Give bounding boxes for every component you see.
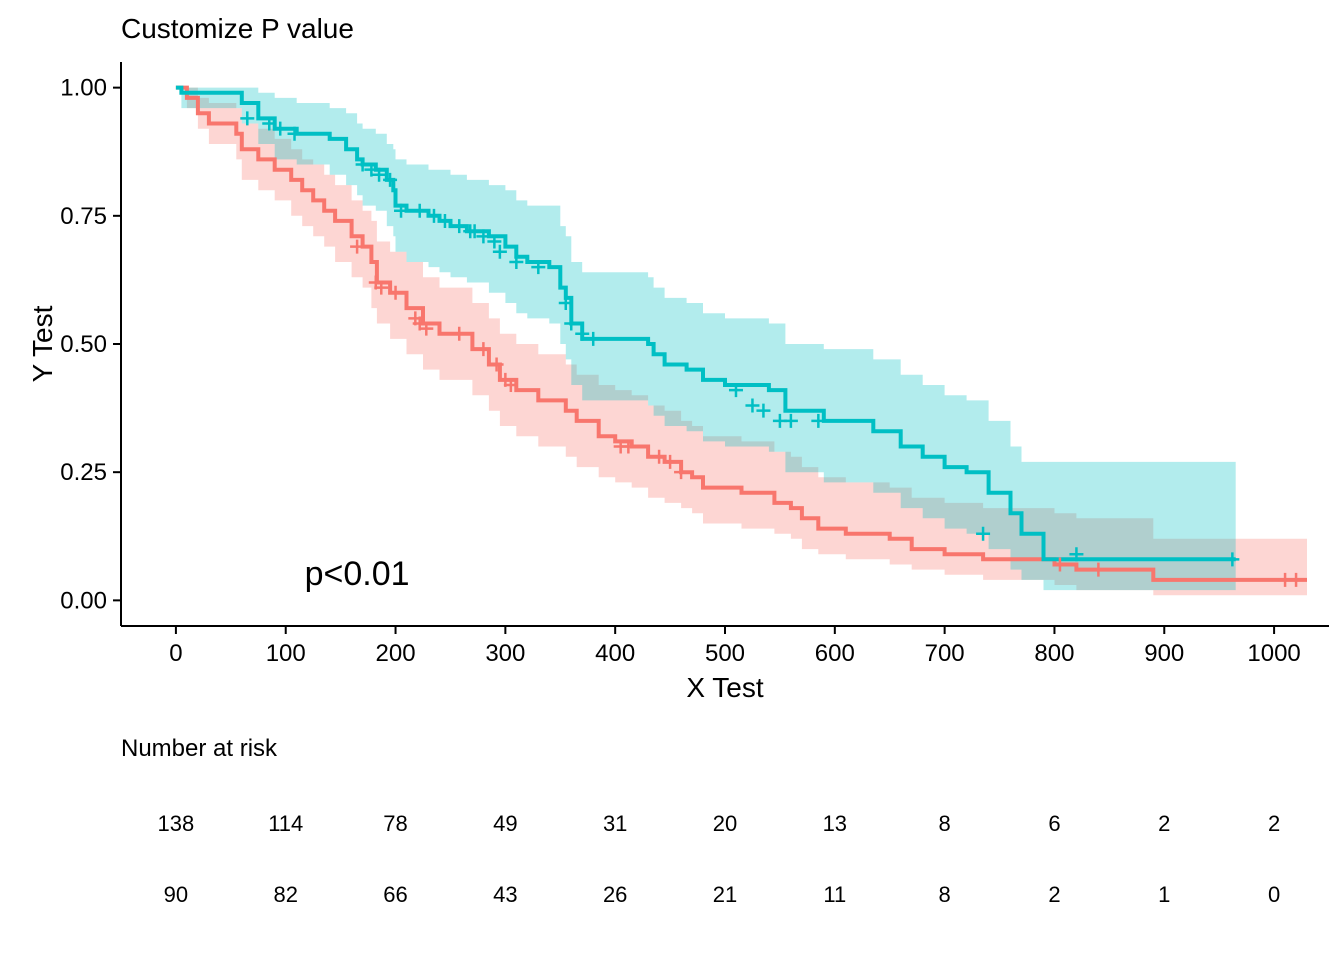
censor-mark <box>558 295 573 310</box>
censor-mark <box>437 213 452 228</box>
censor-mark <box>487 234 502 249</box>
censor-mark <box>372 167 387 182</box>
censor-mark <box>976 526 991 541</box>
risk-count: 21 <box>713 882 737 907</box>
survival-curve-1 <box>175 85 1307 582</box>
risk-count: 49 <box>493 811 517 836</box>
chart-title: Customize P value <box>121 13 354 44</box>
censor-mark <box>509 254 524 269</box>
risk-count: 90 <box>164 882 188 907</box>
x-tick-label: 1000 <box>1247 640 1300 667</box>
x-tick-label: 0 <box>169 640 182 667</box>
y-tick-label: 0.00 <box>60 587 107 614</box>
censor-mark <box>262 116 277 131</box>
risk-count: 2 <box>1268 811 1280 836</box>
censor-mark <box>663 454 678 469</box>
censor-mark <box>426 208 441 223</box>
censor-mark <box>383 172 398 187</box>
confidence-band-2 <box>175 87 1236 591</box>
censor-mark <box>531 260 546 275</box>
risk-count: 66 <box>383 882 407 907</box>
censor-mark <box>652 449 667 464</box>
risk-count: 11 <box>823 882 846 907</box>
risk-count: 8 <box>939 811 951 836</box>
y-tick-label: 0.25 <box>60 459 107 486</box>
x-tick-label: 900 <box>1144 640 1184 667</box>
censor-mark <box>240 111 255 126</box>
risk-count: 2 <box>1048 882 1060 907</box>
risk-count: 43 <box>493 882 517 907</box>
x-tick-label: 400 <box>595 640 635 667</box>
y-tick-label: 0.50 <box>60 331 107 358</box>
x-tick-label: 100 <box>266 640 306 667</box>
censor-mark <box>452 219 467 234</box>
risk-count: 31 <box>603 811 627 836</box>
p-value-annotation: p<0.01 <box>305 555 410 593</box>
censor-mark <box>364 162 379 177</box>
risk-count: 8 <box>939 882 951 907</box>
risk-count: 6 <box>1048 811 1060 836</box>
survival-curve-2 <box>175 85 1236 562</box>
censor-mark <box>1052 557 1067 572</box>
x-tick-label: 800 <box>1034 640 1074 667</box>
censor-mark <box>783 413 798 428</box>
risk-count: 78 <box>383 811 407 836</box>
censor-mark <box>575 326 590 341</box>
plot-area: 0 100 200 300 400 500 600 700 800 900 1000 0.00 0.25… <box>60 62 1329 667</box>
censor-mark <box>355 157 370 172</box>
risk-count: 114 <box>268 811 303 836</box>
risk-table: 138 114 78 49 31 20 13 8 6 2 290 82 66 43 26 21 11 8 2 1 0 <box>158 811 1281 907</box>
censor-mark <box>811 413 826 428</box>
risk-count: 2 <box>1158 811 1170 836</box>
censor-mark <box>1069 547 1084 562</box>
risk-count: 82 <box>273 882 297 907</box>
x-tick-label: 200 <box>376 640 416 667</box>
censor-mark <box>756 403 771 418</box>
risk-count: 13 <box>823 811 847 836</box>
risk-count: 1 <box>1158 882 1170 907</box>
censor-mark <box>388 285 403 300</box>
censor-mark <box>476 342 491 357</box>
censor-mark <box>287 126 302 141</box>
censor-mark <box>394 203 409 218</box>
risk-count: 138 <box>158 811 195 836</box>
risk-table-title: Number at risk <box>121 735 278 762</box>
censor-mark <box>1289 572 1304 587</box>
censor-mark <box>452 326 467 341</box>
y-tick-label: 1.00 <box>60 75 107 102</box>
censor-mark <box>273 121 288 136</box>
censor-mark <box>467 224 482 239</box>
censor-mark <box>564 316 579 331</box>
risk-count: 0 <box>1268 882 1280 907</box>
censor-mark <box>492 244 507 259</box>
censor-mark <box>745 398 760 413</box>
x-tick-label: 300 <box>485 640 525 667</box>
censor-mark <box>1091 562 1106 577</box>
censor-mark <box>489 357 504 372</box>
censor-mark <box>1225 552 1240 567</box>
censor-mark <box>503 378 518 393</box>
censor-mark <box>621 439 636 454</box>
x-tick-label: 600 <box>815 640 855 667</box>
censor-mark <box>350 239 365 254</box>
y-axis-label: Y Test <box>27 305 58 382</box>
risk-count: 20 <box>713 811 737 836</box>
y-tick-label: 0.75 <box>60 203 107 230</box>
x-tick-label: 500 <box>705 640 745 667</box>
censor-mark <box>412 203 427 218</box>
censor-mark <box>374 280 389 295</box>
censor-mark <box>674 465 689 480</box>
censor-mark <box>586 331 601 346</box>
censor-mark <box>728 383 743 398</box>
censor-mark <box>419 321 434 336</box>
risk-count: 26 <box>603 882 627 907</box>
x-tick-label: 700 <box>925 640 965 667</box>
x-axis-label: X Test <box>686 672 764 703</box>
censor-mark <box>476 229 491 244</box>
